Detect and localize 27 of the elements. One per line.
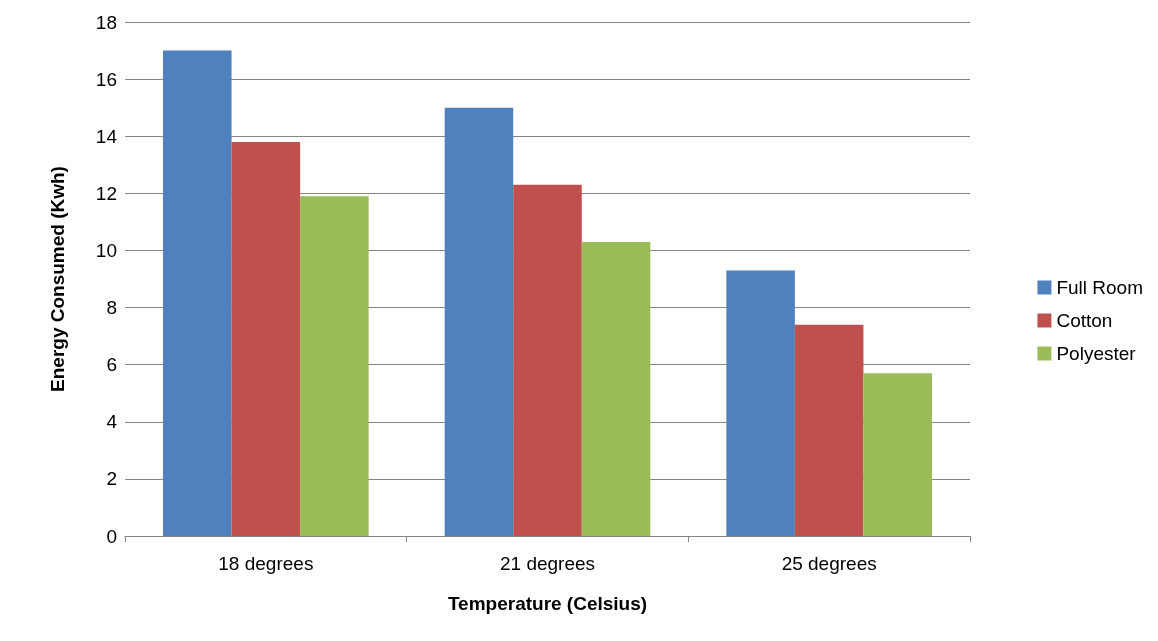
y-axis-title: Energy Consumed (Kwh) bbox=[47, 166, 68, 392]
legend-label: Cotton bbox=[1056, 310, 1113, 331]
x-axis-title: Temperature (Celsius) bbox=[447, 593, 648, 614]
bar bbox=[863, 373, 932, 536]
bar bbox=[794, 324, 864, 536]
y-tick-label: 8 bbox=[106, 297, 117, 319]
y-tick-label: 0 bbox=[106, 525, 117, 547]
y-tick-label: 14 bbox=[95, 125, 118, 147]
y-tick-label: 16 bbox=[95, 68, 117, 90]
y-tick-label: 18 bbox=[95, 11, 117, 33]
x-tick-label: 18 degrees bbox=[218, 553, 314, 574]
bar bbox=[444, 107, 514, 536]
bar bbox=[513, 184, 582, 536]
bar bbox=[231, 141, 301, 536]
y-tick-label: 10 bbox=[95, 239, 117, 261]
y-tick-label: 4 bbox=[106, 411, 118, 433]
bar bbox=[300, 196, 369, 536]
legend-label: Full Room bbox=[1056, 277, 1143, 298]
x-tick-label: 25 degrees bbox=[781, 553, 877, 574]
bar bbox=[726, 270, 795, 536]
y-tick-label: 2 bbox=[106, 468, 117, 490]
y-tick-label: 12 bbox=[95, 182, 117, 204]
x-tick-label: 21 degrees bbox=[499, 553, 596, 574]
y-tick-label: 6 bbox=[106, 354, 117, 376]
legend-label: Polyester bbox=[1056, 343, 1137, 364]
bar bbox=[163, 50, 232, 536]
bar bbox=[581, 241, 651, 536]
